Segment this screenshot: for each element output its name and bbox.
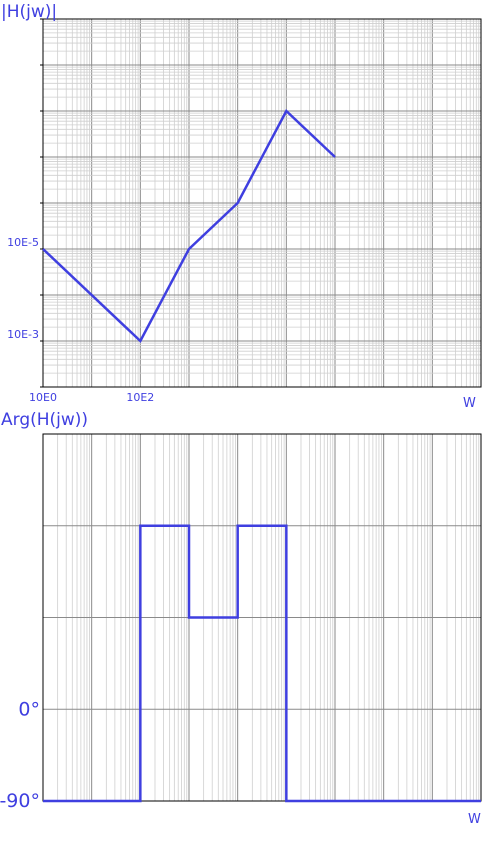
phase-series — [43, 524, 481, 803]
magnitude-plot-frame — [42, 18, 482, 388]
phase-plot: Arg(H(jw)) 0° -90° W — [0, 410, 482, 827]
phase-plot-frame — [42, 433, 482, 802]
y-tick-label: 10E-3 — [7, 328, 39, 341]
magnitude-plot: |H(jw)| 10E0 10E2 10E-5 10E-3 W — [1, 2, 482, 411]
phase-y-tick-label: 0° — [18, 698, 40, 720]
x-tick-label: 10E0 — [29, 391, 57, 404]
x-tick-label: 10E2 — [126, 391, 154, 404]
magnitude-tick-labels: 10E0 10E2 10E-5 10E-3 — [7, 236, 154, 404]
phase-y-tick-label: -90° — [0, 790, 40, 812]
magnitude-grid — [40, 18, 481, 388]
phase-axis-title: Arg(H(jw)) — [1, 410, 88, 430]
magnitude-axis-title: |H(jw)| — [1, 2, 57, 22]
magnitude-series — [42, 108, 336, 344]
magnitude-line — [42, 108, 336, 344]
magnitude-x-axis-label: W — [463, 396, 476, 411]
phase-tick-labels: 0° -90° — [0, 698, 40, 812]
phase-grid — [43, 434, 481, 801]
y-tick-label: 10E-5 — [7, 236, 39, 249]
phase-line — [43, 524, 481, 803]
phase-x-axis-label: W — [468, 812, 481, 827]
